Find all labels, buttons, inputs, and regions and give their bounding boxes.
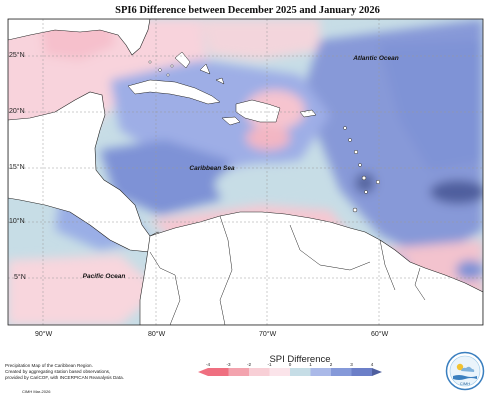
lat-label-25n: 25°N	[9, 52, 25, 59]
pacific-ocean-label: Pacific Ocean	[83, 273, 126, 280]
lon-label-60w: 60°W	[371, 331, 389, 338]
legend-title: SPI Difference	[269, 354, 331, 365]
caribbean-sea-label: Caribbean Sea	[189, 165, 235, 172]
map-notes: Precipitation Map of the Caribbean Regio…	[5, 363, 155, 381]
cimh-logo: CIMH	[445, 351, 485, 391]
credit-text: CIMH Mar-2026	[22, 389, 51, 394]
lat-label-15n: 15°N	[9, 164, 25, 171]
lat-label-5n: 5°N	[14, 274, 26, 281]
lon-label-90w: 90°W	[35, 331, 53, 338]
lat-label-20n: 20°N	[9, 108, 25, 115]
lon-label-70w: 70°W	[259, 331, 277, 338]
sun-icon	[456, 363, 464, 371]
logo-text: CIMH	[460, 381, 470, 386]
atlantic-ocean-label: Atlantic Ocean	[352, 55, 399, 62]
cloud-icon	[461, 366, 475, 372]
lon-label-80w: 80°W	[148, 331, 166, 338]
note-line-2: Created by aggregating station based obs…	[5, 369, 111, 374]
lat-label-10n: 10°N	[9, 218, 25, 225]
note-line-1: Precipitation Map of the Caribbean Regio…	[5, 363, 93, 368]
note-line-3: provided by CariCOF, with INCERPICAN Rea…	[5, 375, 124, 380]
map-title: SPI6 Difference between December 2025 an…	[115, 5, 380, 16]
